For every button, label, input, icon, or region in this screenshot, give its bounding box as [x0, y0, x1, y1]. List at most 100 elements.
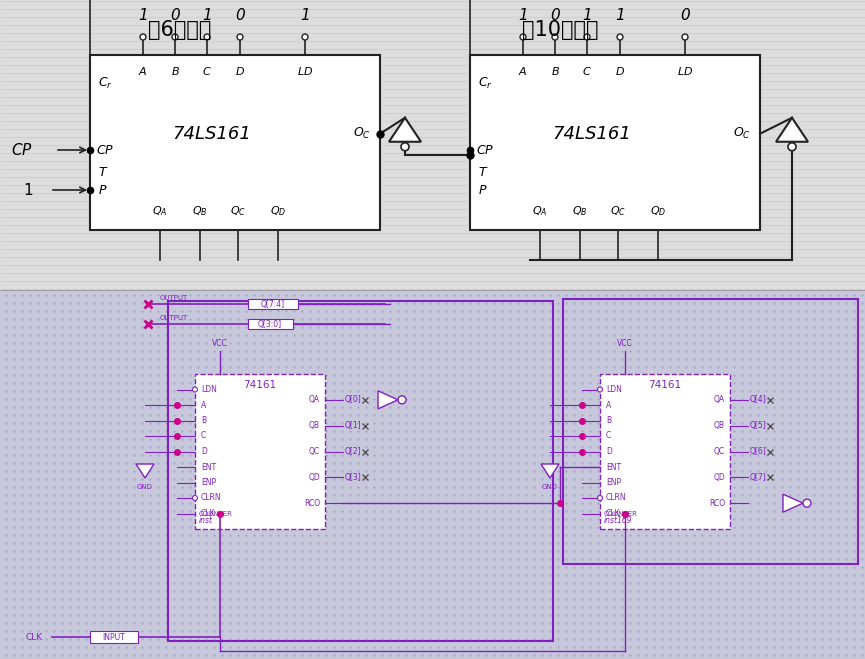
Circle shape — [401, 143, 409, 151]
Text: D: D — [201, 447, 207, 456]
FancyBboxPatch shape — [90, 631, 138, 643]
Text: 0: 0 — [680, 7, 690, 22]
Text: $T$: $T$ — [98, 165, 108, 179]
Text: $Q_D$: $Q_D$ — [650, 204, 666, 218]
FancyBboxPatch shape — [0, 0, 865, 290]
Text: $C$: $C$ — [202, 65, 212, 77]
Text: INPUT: INPUT — [103, 633, 125, 641]
Polygon shape — [378, 391, 398, 409]
Text: D: D — [606, 447, 612, 456]
Circle shape — [302, 34, 308, 40]
Text: $D$: $D$ — [235, 65, 245, 77]
Circle shape — [520, 34, 526, 40]
Text: Q[3]: Q[3] — [345, 473, 362, 482]
Text: RCO: RCO — [709, 499, 725, 507]
Text: QC: QC — [714, 447, 725, 456]
FancyBboxPatch shape — [248, 319, 293, 329]
Circle shape — [682, 34, 688, 40]
Text: OUTPUT: OUTPUT — [160, 315, 189, 321]
Text: QD: QD — [714, 473, 725, 482]
Text: 模10计数器: 模10计数器 — [522, 20, 599, 40]
Text: $P$: $P$ — [98, 183, 107, 196]
Text: C: C — [201, 432, 206, 440]
Text: 0: 0 — [170, 7, 180, 22]
Text: $Q_B$: $Q_B$ — [573, 204, 588, 218]
Circle shape — [803, 499, 811, 507]
Text: $1$: $1$ — [22, 182, 33, 198]
Text: $A$: $A$ — [138, 65, 148, 77]
Text: $B$: $B$ — [170, 65, 179, 77]
FancyBboxPatch shape — [90, 55, 380, 230]
Text: QA: QA — [309, 395, 320, 405]
Circle shape — [140, 34, 146, 40]
Circle shape — [237, 34, 243, 40]
Circle shape — [584, 34, 590, 40]
Text: $Q_A$: $Q_A$ — [152, 204, 168, 218]
Text: CLK: CLK — [25, 633, 42, 641]
Text: 1: 1 — [138, 7, 148, 22]
Text: 0: 0 — [235, 7, 245, 22]
Polygon shape — [776, 118, 808, 142]
Text: ENT: ENT — [606, 463, 621, 471]
Text: 1: 1 — [615, 7, 625, 22]
Text: GND: GND — [542, 484, 558, 490]
Text: 74LS161: 74LS161 — [172, 125, 251, 143]
Text: Q[3:0]: Q[3:0] — [258, 320, 282, 328]
FancyBboxPatch shape — [195, 374, 325, 529]
Text: 0: 0 — [550, 7, 560, 22]
Text: $CP$: $CP$ — [476, 144, 494, 156]
Text: CLRN: CLRN — [606, 494, 626, 503]
Polygon shape — [541, 464, 559, 478]
Text: $P$: $P$ — [478, 183, 488, 196]
Text: $Q_C$: $Q_C$ — [610, 204, 626, 218]
Text: $C_r$: $C_r$ — [478, 75, 493, 90]
Text: Q[4]: Q[4] — [750, 395, 766, 405]
Circle shape — [598, 496, 603, 500]
Text: $O_C$: $O_C$ — [733, 127, 751, 141]
Polygon shape — [783, 494, 803, 512]
Text: 74161: 74161 — [243, 380, 277, 390]
Text: ENT: ENT — [201, 463, 216, 471]
Text: LDN: LDN — [606, 385, 622, 394]
FancyBboxPatch shape — [0, 290, 865, 659]
Text: B: B — [201, 416, 206, 425]
Text: $C$: $C$ — [582, 65, 592, 77]
Text: 模6计数器: 模6计数器 — [148, 20, 212, 40]
Text: 1: 1 — [300, 7, 310, 22]
Text: QD: QD — [308, 473, 320, 482]
Text: Q[7]: Q[7] — [750, 473, 766, 482]
Polygon shape — [136, 464, 154, 478]
Text: CLRN: CLRN — [201, 494, 221, 503]
Circle shape — [788, 143, 796, 151]
Text: $Q_C$: $Q_C$ — [230, 204, 246, 218]
Text: A: A — [201, 401, 206, 409]
Text: $CP$: $CP$ — [96, 144, 114, 156]
FancyBboxPatch shape — [248, 299, 298, 309]
Text: CLK: CLK — [606, 509, 620, 518]
Text: QA: QA — [714, 395, 725, 405]
Text: RCO: RCO — [304, 499, 320, 507]
Text: $LD$: $LD$ — [297, 65, 313, 77]
Text: 74LS161: 74LS161 — [553, 125, 631, 143]
Circle shape — [617, 34, 623, 40]
Text: LDN: LDN — [201, 385, 217, 394]
Text: Q[5]: Q[5] — [750, 421, 766, 430]
Text: QB: QB — [309, 421, 320, 430]
Text: ENP: ENP — [606, 478, 621, 487]
Text: $A$: $A$ — [518, 65, 528, 77]
Text: COUNTER: COUNTER — [199, 511, 233, 517]
Text: VCC: VCC — [617, 339, 633, 348]
Text: $Q_B$: $Q_B$ — [192, 204, 208, 218]
Text: OUTPUT: OUTPUT — [160, 295, 189, 301]
Circle shape — [193, 496, 197, 500]
Text: $T$: $T$ — [478, 165, 489, 179]
Text: COUNTER: COUNTER — [604, 511, 638, 517]
Text: $O_C$: $O_C$ — [353, 127, 371, 141]
Text: CLK: CLK — [201, 509, 215, 518]
FancyBboxPatch shape — [600, 374, 730, 529]
Circle shape — [193, 387, 197, 392]
Circle shape — [398, 396, 406, 404]
Circle shape — [172, 34, 178, 40]
Circle shape — [598, 387, 603, 392]
Circle shape — [204, 34, 210, 40]
